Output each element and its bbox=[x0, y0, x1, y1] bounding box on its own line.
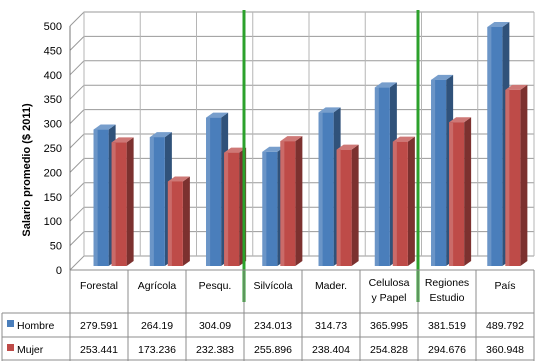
table-cell: 253.441 bbox=[80, 344, 118, 356]
gridline bbox=[69, 11, 534, 27]
table-cell: 255.896 bbox=[254, 344, 292, 356]
gridlines bbox=[69, 11, 535, 271]
table-cell: 365.995 bbox=[370, 320, 408, 332]
y-axis-label: Salario promedio ($ 2011) bbox=[21, 103, 33, 237]
category-label: Pesqu. bbox=[199, 280, 232, 292]
y-tick-label: 200 bbox=[44, 167, 62, 179]
table-cell: 314.73 bbox=[315, 320, 347, 332]
y-axis: 0 50 100 150 200 250 300 350 400 450 500 bbox=[44, 21, 71, 277]
legend-swatch-hombre bbox=[7, 320, 14, 327]
y-tick-label: 300 bbox=[44, 119, 62, 131]
category-label: Agrícola bbox=[138, 280, 177, 292]
table-cell: 264.19 bbox=[141, 320, 173, 332]
bar-mujer bbox=[449, 117, 472, 266]
table-cell: 381.519 bbox=[428, 320, 466, 332]
y-tick-label: 350 bbox=[44, 94, 62, 106]
y-tick-label: 50 bbox=[50, 241, 62, 253]
legend-label: Mujer bbox=[17, 344, 44, 356]
y-tick-label: 250 bbox=[44, 143, 62, 155]
category-label: Regiones bbox=[425, 277, 469, 289]
gridline bbox=[69, 60, 534, 76]
gridline bbox=[69, 84, 534, 100]
y-tick-label: 450 bbox=[44, 45, 62, 57]
bar-mujer bbox=[280, 136, 303, 266]
y-tick-label: 100 bbox=[44, 216, 62, 228]
legend-swatch-mujer bbox=[7, 344, 14, 351]
table-cell: 238.404 bbox=[312, 344, 350, 356]
category-label: Silvícola bbox=[253, 280, 292, 292]
table-cell: 232.383 bbox=[196, 344, 234, 356]
bar-mujer bbox=[167, 176, 190, 266]
bars bbox=[93, 21, 528, 266]
bar-mujer bbox=[505, 84, 528, 266]
table-cell: 489.792 bbox=[486, 320, 524, 332]
table-cell: 173.236 bbox=[138, 344, 176, 356]
y-tick-label: 150 bbox=[44, 192, 62, 204]
y-tick-label: 400 bbox=[44, 70, 62, 82]
category-label: Celulosa bbox=[369, 277, 410, 289]
category-label: Forestal bbox=[80, 280, 118, 292]
bar-mujer bbox=[336, 144, 359, 266]
table-cell: 254.828 bbox=[370, 344, 408, 356]
y-tick-label: 0 bbox=[56, 265, 62, 277]
category-label: Mader. bbox=[315, 280, 347, 292]
gridline bbox=[69, 35, 534, 51]
bar-mujer bbox=[111, 137, 134, 266]
table-cell: 360.948 bbox=[486, 344, 524, 356]
bar-hombre bbox=[206, 112, 229, 266]
legend-label: Hombre bbox=[17, 320, 55, 332]
category-label: y Papel bbox=[371, 292, 406, 304]
category-label: Estudio bbox=[429, 292, 464, 304]
bar-mujer bbox=[392, 136, 415, 266]
separators bbox=[242, 10, 420, 302]
table-cell: 279.591 bbox=[80, 320, 118, 332]
data-table: Forestal Agrícola Pesqu. Silvícola Mader. Cel… bbox=[1, 269, 535, 361]
category-label: País bbox=[494, 280, 515, 292]
table-cell: 304.09 bbox=[199, 320, 231, 332]
y-tick-label: 500 bbox=[44, 21, 62, 33]
table-cell: 234.013 bbox=[254, 320, 292, 332]
table-cell: 294.676 bbox=[428, 344, 466, 356]
